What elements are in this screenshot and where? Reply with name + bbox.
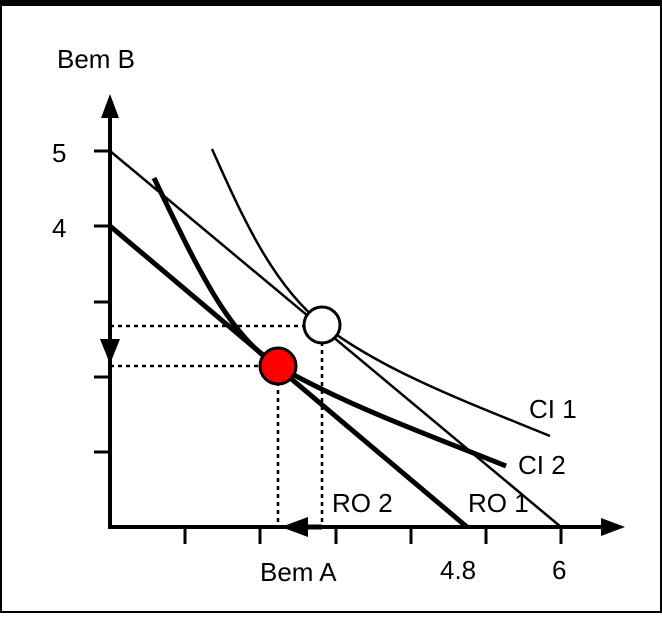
y-axis-arrowhead	[101, 94, 119, 118]
new-optimum-point	[258, 346, 298, 386]
x-axis-label: Bem A	[260, 557, 337, 587]
budget-label-ro1: RO 1	[468, 488, 529, 518]
consumer-choice-diagram: Bem B Bem A 5 4 4.8 6 CI 1 CI 2 RO 1 RO …	[52, 44, 625, 587]
indifference-curve-ci1	[210, 148, 551, 438]
x-shift-arrow	[281, 517, 322, 537]
y-tick-label-5: 5	[52, 138, 66, 168]
y-tick-label-4: 4	[52, 213, 66, 243]
curve-label-ci2: CI 2	[518, 450, 566, 480]
y-axis-label: Bem B	[57, 44, 135, 74]
guide-lines	[110, 324, 324, 527]
initial-optimum-point	[302, 305, 342, 345]
x-tick-label-4-8: 4.8	[440, 555, 476, 585]
y-shift-arrow	[100, 332, 120, 364]
curve-label-ci1: CI 1	[529, 394, 577, 424]
x-tick-label-6: 6	[552, 555, 566, 585]
y-ticks	[94, 149, 110, 454]
x-axis-arrowhead	[601, 518, 625, 536]
x-ticks	[183, 527, 563, 544]
budget-label-ro2: RO 2	[332, 488, 393, 518]
